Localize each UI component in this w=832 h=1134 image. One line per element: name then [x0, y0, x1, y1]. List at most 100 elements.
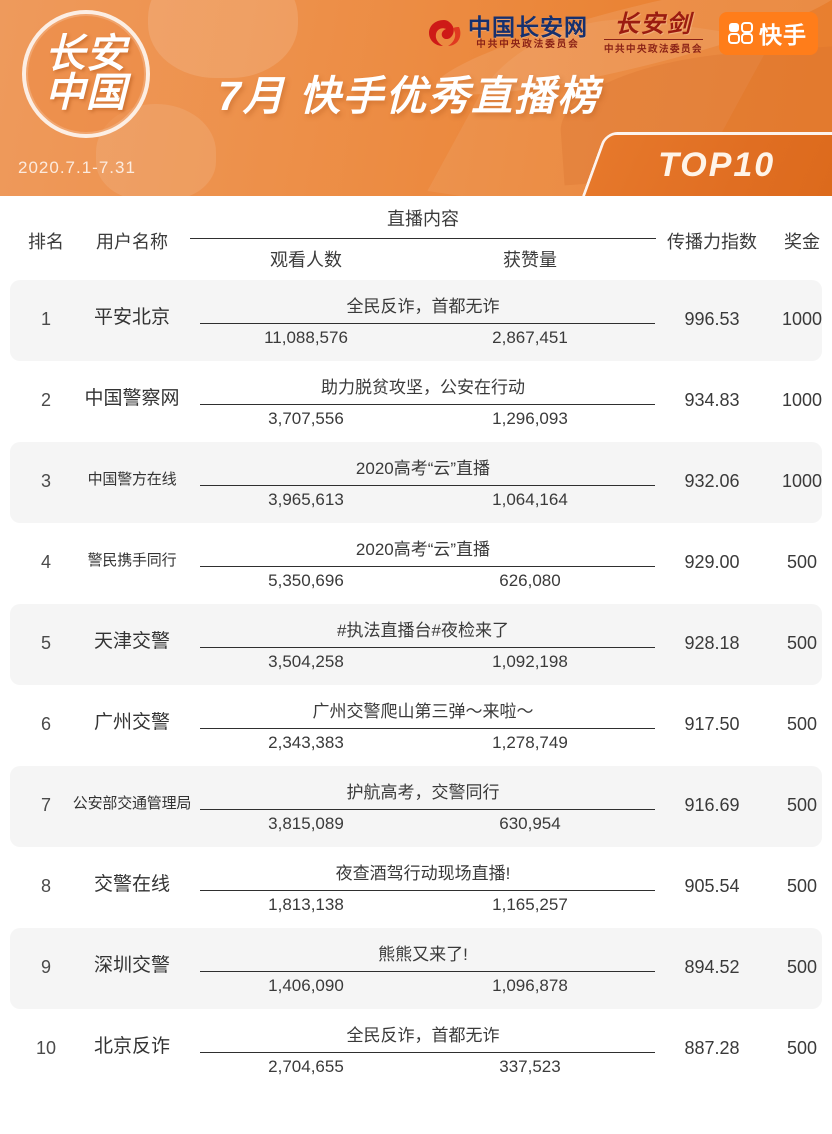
- cell-prize: 500: [786, 957, 818, 977]
- cell-prize: 1000: [781, 471, 823, 491]
- row-divider-rule: [200, 566, 655, 567]
- cell-likes: 1,064,164: [492, 490, 568, 509]
- table-header-row: 排名 用户名称 直播内容 观看人数 获赞量 传播力指数 奖金: [10, 196, 822, 280]
- badge-ring: [22, 10, 150, 138]
- row-divider-rule: [200, 809, 655, 810]
- kuaishou-logo: 快手: [719, 12, 818, 55]
- row-divider-rule: [200, 404, 655, 405]
- cell-prize: 500: [786, 714, 818, 734]
- row-divider-rule: [200, 890, 655, 891]
- column-header-user: 用户名称: [96, 232, 168, 252]
- cell-stream-title: 全民反诈，首都无诈: [346, 1026, 500, 1045]
- header-banner: 长安 中国 2020.7.1-7.31 中国长安网 中共中央政法委员会 长安剑 …: [0, 0, 832, 196]
- cell-user: 平安北京: [93, 307, 170, 328]
- cell-views: 3,707,556: [268, 409, 344, 428]
- table-row: 6 广州交警 广州交警爬山第三弹～来啦～ 2,343,383 1,278,749 917.…: [10, 685, 822, 766]
- table-row: 8 交警在线 夜查酒驾行动现场直播! 1,813,138 1,165,257 905.54…: [10, 847, 822, 928]
- cell-prize: 500: [786, 1038, 818, 1058]
- cell-prize: 1000: [781, 390, 823, 410]
- changan-net-text: 中国长安网 中共中央政法委员会: [468, 15, 588, 51]
- cell-views: 5,350,696: [268, 571, 344, 590]
- table-row: 3 中国警方在线 2020高考“云”直播 3,965,613 1,064,164 932.…: [10, 442, 822, 523]
- cell-index: 905.54: [684, 876, 740, 896]
- cell-rank: 9: [40, 957, 51, 977]
- table-row: 4 警民携手同行 2020高考“云”直播 5,350,696 626,080 929.00…: [10, 523, 822, 604]
- changan-sword-subtitle: 中共中央政法委员会: [603, 38, 703, 55]
- cell-stream-title: 护航高考，交警同行: [346, 783, 500, 802]
- cell-user: 深圳交警: [93, 955, 170, 976]
- cell-stream-title: 熊熊又来了!: [378, 945, 468, 964]
- row-divider-rule: [200, 971, 655, 972]
- red-swirl-icon: [428, 20, 461, 47]
- table-row: 9 深圳交警 熊熊又来了! 1,406,090 1,096,878 894.52 500: [10, 928, 822, 1009]
- cell-user: 北京反诈: [93, 1036, 170, 1057]
- page-title: 7月 快手优秀直播榜: [218, 73, 601, 119]
- changan-net-subtitle: 中共中央政法委员会: [476, 39, 580, 51]
- cell-index: 934.83: [684, 390, 740, 410]
- table-row: 5 天津交警 #执法直播台#夜检来了 3,504,258 1,092,198 928.18…: [10, 604, 822, 685]
- column-header-rank: 排名: [28, 232, 64, 252]
- cell-likes: 1,296,093: [492, 409, 568, 428]
- cell-rank: 6: [40, 714, 51, 734]
- cell-rank: 3: [40, 471, 51, 491]
- changan-net-title: 中国长安网: [467, 14, 588, 41]
- table-body: 1 平安北京 全民反诈，首都无诈 11,088,576 2,867,451 996.53 1…: [10, 280, 822, 1090]
- table-row: 7 公安部交通管理局 护航高考，交警同行 3,815,089 630,954 916.69…: [10, 766, 822, 847]
- cell-rank: 5: [40, 633, 51, 653]
- column-header-views: 观看人数: [270, 250, 342, 270]
- cell-stream-title: #执法直播台#夜检来了: [337, 621, 509, 640]
- badge-line-1: 长安: [45, 31, 127, 76]
- cell-prize: 1000: [781, 309, 823, 329]
- cell-index: 887.28: [684, 1038, 740, 1058]
- cell-likes: 626,080: [499, 571, 561, 590]
- row-divider-rule: [200, 1052, 655, 1053]
- cell-likes: 630,954: [499, 814, 561, 833]
- cell-likes: 1,278,749: [492, 733, 568, 752]
- changan-china-badge: 长安 中国: [22, 10, 150, 138]
- cell-user: 警民携手同行: [87, 552, 177, 569]
- cell-rank: 4: [40, 552, 51, 572]
- kuaishou-label: 快手: [759, 22, 807, 48]
- table-row: 10 北京反诈 全民反诈，首都无诈 2,704,655 337,523 887.28 500: [10, 1009, 822, 1090]
- cell-views: 11,088,576: [264, 328, 348, 347]
- cell-prize: 500: [786, 876, 818, 896]
- changan-sword-title: 长安剑: [614, 11, 693, 39]
- cell-user: 交警在线: [93, 874, 170, 895]
- changan-sword-logo: 长安剑 中共中央政法委员会: [603, 11, 703, 55]
- cell-rank: 1: [40, 309, 51, 329]
- cell-index: 916.69: [684, 795, 740, 815]
- column-header-likes: 获赞量: [503, 250, 557, 270]
- cell-index: 917.50: [684, 714, 740, 734]
- cell-views: 2,343,383: [268, 733, 344, 752]
- cell-stream-title: 2020高考“云”直播: [355, 540, 491, 559]
- cell-likes: 2,867,451: [492, 328, 568, 347]
- cell-index: 932.06: [684, 471, 740, 491]
- column-header-prize: 奖金: [784, 232, 820, 252]
- table-row: 1 平安北京 全民反诈，首都无诈 11,088,576 2,867,451 996.53 1…: [10, 280, 822, 361]
- column-header-index: 传播力指数: [667, 232, 757, 252]
- changan-net-logo: 中国长安网 中共中央政法委员会: [428, 15, 588, 51]
- cell-prize: 500: [786, 552, 818, 572]
- cell-likes: 1,096,878: [492, 976, 568, 995]
- top10-label: TOP10: [658, 146, 776, 184]
- cell-stream-title: 夜查酒驾行动现场直播!: [335, 864, 511, 883]
- cell-user: 中国警察网: [84, 388, 180, 409]
- cell-views: 1,813,138: [268, 895, 344, 914]
- cell-rank: 10: [35, 1038, 57, 1058]
- ranking-table: 排名 用户名称 直播内容 观看人数 获赞量 传播力指数 奖金 1 平安北京 全民反诈…: [0, 196, 832, 1090]
- cell-index: 929.00: [684, 552, 740, 572]
- row-divider-rule: [200, 485, 655, 486]
- cell-user: 中国警方在线: [87, 471, 177, 488]
- header-divider-rule: [190, 238, 656, 239]
- cell-stream-title: 全民反诈，首都无诈: [346, 297, 500, 316]
- cell-likes: 1,165,257: [492, 895, 568, 914]
- cell-prize: 500: [786, 633, 818, 653]
- badge-text: 长安 中国: [22, 10, 150, 138]
- top10-tag: TOP10: [582, 132, 832, 196]
- cell-user: 公安部交通管理局: [72, 795, 192, 812]
- table-row: 2 中国警察网 助力脱贫攻坚，公安在行动 3,707,556 1,296,093 934.…: [10, 361, 822, 442]
- row-divider-rule: [200, 323, 655, 324]
- cell-views: 2,704,655: [268, 1057, 344, 1076]
- cell-index: 996.53: [684, 309, 740, 329]
- cell-views: 3,965,613: [268, 490, 344, 509]
